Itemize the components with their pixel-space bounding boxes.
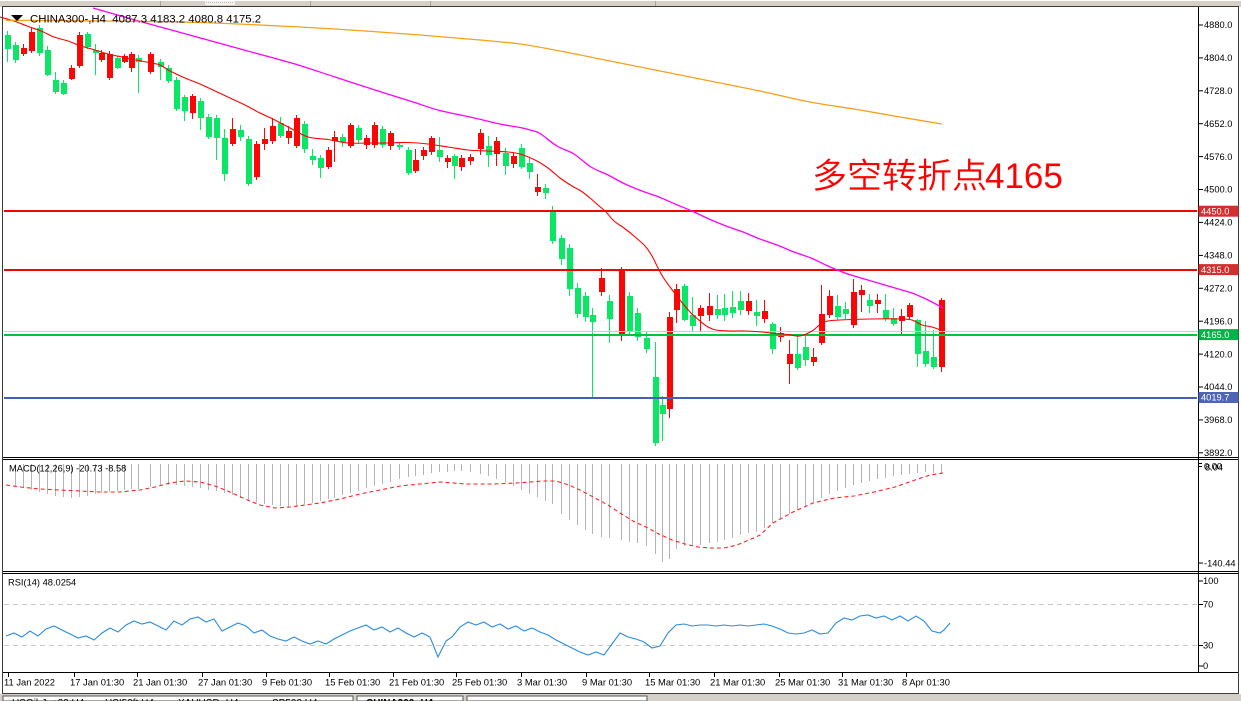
svg-text:9 Mar 01:30: 9 Mar 01:30 (582, 677, 632, 688)
svg-text:31 Mar 01:30: 31 Mar 01:30 (838, 677, 893, 688)
svg-text:70: 70 (1203, 600, 1213, 610)
svg-text:21 Feb 01:30: 21 Feb 01:30 (389, 677, 444, 688)
svg-text:21 Jan 01:30: 21 Jan 01:30 (133, 677, 187, 688)
svg-text:11 Jan 2022: 11 Jan 2022 (4, 677, 55, 688)
svg-text:8.04: 8.04 (1205, 463, 1223, 473)
svg-text:4728.0: 4728.0 (1204, 86, 1232, 96)
svg-text:25 Mar 01:30: 25 Mar 01:30 (775, 677, 830, 688)
svg-text:4450.0: 4450.0 (1201, 206, 1229, 216)
svg-text:25 Feb 01:30: 25 Feb 01:30 (452, 677, 507, 688)
svg-text:4120.0: 4120.0 (1204, 349, 1232, 359)
svg-text:100: 100 (1203, 576, 1219, 586)
svg-text:-140.44: -140.44 (1204, 559, 1236, 569)
svg-text:21 Mar 01:30: 21 Mar 01:30 (710, 677, 765, 688)
svg-text:SP500,H4: SP500,H4 (272, 698, 318, 701)
svg-text:3892.0: 3892.0 (1204, 448, 1232, 458)
svg-text:8 Apr 01:30: 8 Apr 01:30 (902, 677, 950, 688)
svg-text:3968.0: 3968.0 (1204, 415, 1232, 425)
svg-text:RSI(14) 48.0254: RSI(14) 48.0254 (8, 578, 76, 588)
svg-text:4196.0: 4196.0 (1204, 316, 1232, 326)
svg-text:4804.0: 4804.0 (1204, 53, 1232, 63)
svg-text:4348.0: 4348.0 (1204, 251, 1232, 261)
svg-text:4019.7: 4019.7 (1201, 393, 1229, 403)
svg-text:4652.0: 4652.0 (1204, 119, 1232, 129)
svg-text:MACD(12,26,9) -20.73 -8.58: MACD(12,26,9) -20.73 -8.58 (9, 464, 126, 474)
svg-text:30: 30 (1203, 641, 1213, 651)
svg-text:4424.0: 4424.0 (1204, 218, 1232, 228)
svg-text:4576.0: 4576.0 (1204, 152, 1232, 162)
svg-text:4165.0: 4165.0 (1201, 330, 1229, 340)
svg-text:4272.0: 4272.0 (1204, 283, 1232, 293)
svg-text:0.00: 0.00 (1204, 462, 1222, 472)
svg-text:9 Feb 01:30: 9 Feb 01:30 (262, 677, 312, 688)
svg-text:4315.0: 4315.0 (1201, 265, 1229, 275)
svg-text:XAUUSD-,H4: XAUUSD-,H4 (178, 698, 239, 701)
svg-text:CHINA300-,H4: CHINA300-,H4 (366, 698, 434, 701)
svg-text:17 Jan 01:30: 17 Jan 01:30 (70, 677, 124, 688)
svg-text:27 Jan 01:30: 27 Jan 01:30 (198, 677, 252, 688)
svg-text:4880.0: 4880.0 (1204, 20, 1232, 30)
svg-text:3 Mar 01:30: 3 Mar 01:30 (517, 677, 567, 688)
svg-text:USOil-Jun22,H4: USOil-Jun22,H4 (12, 698, 85, 701)
svg-text:CHINA300-,H4 4087.3 4183.2 40: CHINA300-,H4 4087.3 4183.2 4080.8 4175.2 (30, 14, 261, 26)
svg-text:15 Feb 01:30: 15 Feb 01:30 (325, 677, 380, 688)
svg-text:15 Mar 01:30: 15 Mar 01:30 (645, 677, 700, 688)
svg-text:4044.0: 4044.0 (1204, 382, 1232, 392)
svg-text:4165: 4165 (985, 157, 1063, 196)
svg-text:0: 0 (1203, 661, 1208, 671)
svg-text:HSI50ft,H4: HSI50ft,H4 (105, 698, 154, 701)
svg-text:4500.0: 4500.0 (1204, 185, 1232, 195)
